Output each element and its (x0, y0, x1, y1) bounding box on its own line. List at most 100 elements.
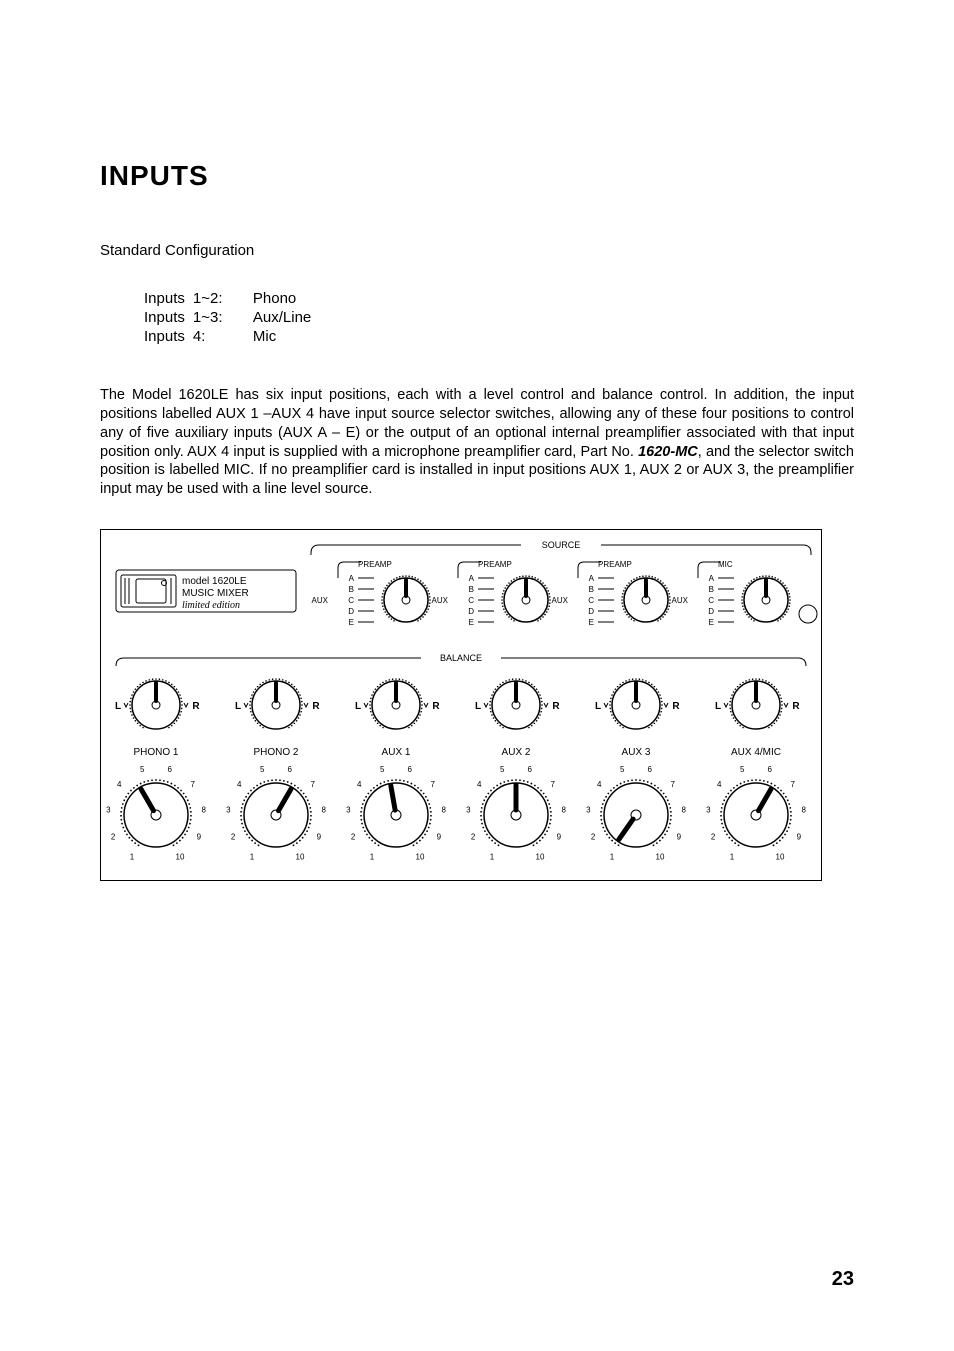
svg-text:B: B (589, 585, 594, 594)
svg-text:4: 4 (717, 780, 722, 789)
svg-text:3: 3 (466, 805, 471, 814)
svg-text:PHONO 1: PHONO 1 (133, 747, 178, 758)
svg-text:2: 2 (711, 833, 716, 842)
svg-text:D: D (348, 607, 354, 616)
svg-text:2: 2 (351, 833, 356, 842)
svg-text:AUX: AUX (552, 596, 569, 605)
svg-text:E: E (709, 618, 714, 627)
svg-text:C: C (348, 596, 354, 605)
svg-text:9: 9 (317, 833, 322, 842)
svg-text:R: R (432, 701, 440, 712)
svg-text:6: 6 (528, 765, 533, 774)
svg-text:AUX 4/MIC: AUX 4/MIC (731, 747, 781, 758)
svg-text:E: E (469, 618, 474, 627)
svg-text:SOURCE: SOURCE (542, 540, 581, 550)
subheading: Standard Configuration (100, 242, 854, 259)
svg-text:L: L (115, 701, 121, 712)
config-cell-label: Inputs (140, 327, 189, 346)
svg-text:1: 1 (730, 853, 735, 862)
svg-text:7: 7 (311, 780, 316, 789)
svg-text:5: 5 (380, 765, 385, 774)
svg-text:PREAMP: PREAMP (598, 560, 632, 569)
svg-text:B: B (349, 585, 354, 594)
svg-text:10: 10 (536, 853, 545, 862)
svg-text:7: 7 (791, 780, 796, 789)
svg-text:D: D (468, 607, 474, 616)
svg-text:7: 7 (431, 780, 436, 789)
svg-text:9: 9 (797, 833, 802, 842)
svg-text:E: E (589, 618, 594, 627)
svg-text:3: 3 (226, 805, 231, 814)
svg-text:5: 5 (620, 765, 625, 774)
page-number: 23 (832, 1268, 854, 1291)
svg-text:AUX 3: AUX 3 (622, 747, 651, 758)
svg-text:4: 4 (117, 780, 122, 789)
svg-text:9: 9 (677, 833, 682, 842)
svg-text:L: L (475, 701, 481, 712)
svg-text:8: 8 (321, 805, 326, 814)
config-row: Inputs 4: Mic (140, 327, 315, 346)
config-table: Inputs 1~2: Phono Inputs 1~3: Aux/Line I… (140, 289, 315, 346)
svg-text:1: 1 (370, 853, 375, 862)
config-cell-type: Mic (237, 327, 315, 346)
svg-text:4: 4 (597, 780, 602, 789)
svg-text:8: 8 (681, 805, 686, 814)
svg-text:AUX: AUX (432, 596, 449, 605)
body-paragraph: The Model 1620LE has six input positions… (100, 386, 854, 499)
svg-text:E: E (349, 618, 354, 627)
svg-text:6: 6 (288, 765, 293, 774)
svg-text:10: 10 (176, 853, 185, 862)
svg-text:8: 8 (801, 805, 806, 814)
svg-text:model 1620LE: model 1620LE (182, 576, 247, 587)
svg-text:7: 7 (671, 780, 676, 789)
svg-text:B: B (709, 585, 714, 594)
svg-text:L: L (355, 701, 361, 712)
config-cell-label: Inputs (140, 289, 189, 308)
svg-text:1: 1 (490, 853, 495, 862)
svg-text:D: D (588, 607, 594, 616)
svg-text:6: 6 (648, 765, 653, 774)
config-row: Inputs 1~2: Phono (140, 289, 315, 308)
svg-text:7: 7 (191, 780, 196, 789)
config-cell-type: Phono (237, 289, 315, 308)
svg-text:C: C (588, 596, 594, 605)
svg-text:5: 5 (260, 765, 265, 774)
svg-text:2: 2 (231, 833, 236, 842)
svg-text:PHONO 2: PHONO 2 (253, 747, 298, 758)
svg-text:limited edition: limited edition (182, 600, 240, 611)
svg-text:A: A (349, 574, 355, 583)
svg-text:9: 9 (557, 833, 562, 842)
svg-text:AUX: AUX (312, 596, 329, 605)
svg-text:6: 6 (168, 765, 173, 774)
svg-text:A: A (469, 574, 475, 583)
config-cell-range: 1~2: (189, 289, 237, 308)
svg-text:MUSIC MIXER: MUSIC MIXER (182, 588, 249, 599)
svg-text:4: 4 (237, 780, 242, 789)
svg-text:AUX 1: AUX 1 (382, 747, 411, 758)
svg-text:AUX: AUX (672, 596, 689, 605)
svg-text:5: 5 (740, 765, 745, 774)
svg-text:A: A (709, 574, 715, 583)
svg-text:L: L (595, 701, 601, 712)
page: INPUTS Standard Configuration Inputs 1~2… (0, 0, 954, 1351)
svg-text:9: 9 (197, 833, 202, 842)
svg-text:R: R (672, 701, 680, 712)
svg-text:1: 1 (130, 853, 135, 862)
svg-text:AUX 2: AUX 2 (502, 747, 531, 758)
svg-text:MIC: MIC (718, 560, 733, 569)
svg-text:R: R (552, 701, 560, 712)
svg-text:R: R (192, 701, 200, 712)
svg-text:2: 2 (471, 833, 476, 842)
svg-text:10: 10 (296, 853, 305, 862)
svg-text:9: 9 (437, 833, 442, 842)
svg-text:R: R (792, 701, 800, 712)
heading-inputs: INPUTS (100, 160, 854, 192)
svg-text:7: 7 (551, 780, 556, 789)
config-cell-range: 4: (189, 327, 237, 346)
svg-text:C: C (708, 596, 714, 605)
svg-text:5: 5 (500, 765, 505, 774)
svg-text:6: 6 (408, 765, 413, 774)
svg-text:3: 3 (706, 805, 711, 814)
svg-text:6: 6 (768, 765, 773, 774)
config-cell-type: Aux/Line (237, 308, 315, 327)
